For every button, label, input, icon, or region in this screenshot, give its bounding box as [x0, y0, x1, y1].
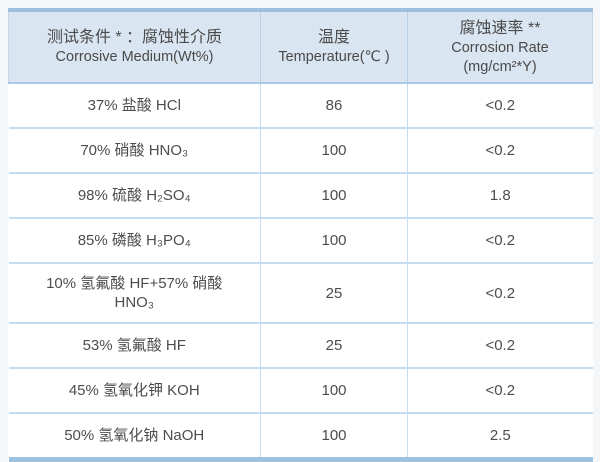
table-row: 70% 硝酸 HNO₃ 100 <0.2: [8, 128, 593, 174]
cell-temperature: 100: [260, 173, 408, 219]
cell-rate: <0.2: [407, 323, 593, 369]
cell-temperature: 100: [260, 218, 408, 264]
col-header-medium-zh: 测试条件 * ：腐蚀性介质: [46, 29, 223, 46]
cell-medium: 50% 氢氧化钠 NaOH: [8, 413, 261, 462]
cell-rate: <0.2: [407, 263, 593, 324]
cell-temperature: 100: [260, 368, 408, 414]
col-header-corrosion-rate: 腐蚀速率 ** Corrosion Rate (mg/cm²*Y): [407, 8, 593, 84]
cell-medium: 10% 氢氟酸 HF+57% 硝酸 HNO₃: [8, 263, 261, 324]
table-row: 85% 磷酸 H₃PO₄ 100 <0.2: [8, 218, 593, 264]
cell-temperature: 25: [260, 323, 408, 369]
cell-rate: <0.2: [407, 128, 593, 174]
col-header-rate-en: Corrosion Rate (mg/cm²*Y): [451, 39, 549, 75]
cell-rate: 2.5: [407, 413, 593, 462]
cell-medium: 85% 磷酸 H₃PO₄: [8, 218, 261, 264]
cell-rate: <0.2: [407, 83, 593, 129]
cell-rate: 1.8: [407, 173, 593, 219]
table-row: 10% 氢氟酸 HF+57% 硝酸 HNO₃ 25 <0.2: [8, 263, 593, 324]
cell-medium: 45% 氢氧化钾 KOH: [8, 368, 261, 414]
col-header-medium-en: Corrosive Medium(Wt%): [55, 49, 214, 65]
cell-rate: <0.2: [407, 218, 593, 264]
cell-rate: <0.2: [407, 368, 593, 414]
col-header-temperature-en: Temperature(℃ ): [278, 49, 390, 65]
table-row: 50% 氢氧化钠 NaOH 100 2.5: [8, 413, 593, 462]
cell-medium: 98% 硫酸 H₂SO₄: [8, 173, 261, 219]
table-row: 98% 硫酸 H₂SO₄ 100 1.8: [8, 173, 593, 219]
col-header-temperature: 温度 Temperature(℃ ): [260, 8, 408, 84]
col-header-temperature-zh: 温度: [317, 29, 350, 46]
cell-temperature: 100: [260, 413, 408, 462]
page: 测试条件 * ：腐蚀性介质 Corrosive Medium(Wt%) 温度 T…: [8, 8, 593, 462]
cell-medium: 37% 盐酸 HCl: [8, 83, 261, 129]
cell-temperature: 25: [260, 263, 408, 324]
header-row: 测试条件 * ：腐蚀性介质 Corrosive Medium(Wt%) 温度 T…: [8, 8, 593, 84]
cell-temperature: 100: [260, 128, 408, 174]
cell-medium: 70% 硝酸 HNO₃: [8, 128, 261, 174]
table-row: 37% 盐酸 HCl 86 <0.2: [8, 83, 593, 129]
corrosion-table: 测试条件 * ：腐蚀性介质 Corrosive Medium(Wt%) 温度 T…: [8, 8, 593, 462]
col-header-rate-zh: 腐蚀速率 **: [459, 19, 541, 37]
col-header-corrosive-medium: 测试条件 * ：腐蚀性介质 Corrosive Medium(Wt%): [8, 8, 261, 84]
table-row: 45% 氢氧化钾 KOH 100 <0.2: [8, 368, 593, 414]
cell-temperature: 86: [260, 83, 408, 129]
table-row: 53% 氢氟酸 HF 25 <0.2: [8, 323, 593, 369]
cell-medium: 53% 氢氟酸 HF: [8, 323, 261, 369]
